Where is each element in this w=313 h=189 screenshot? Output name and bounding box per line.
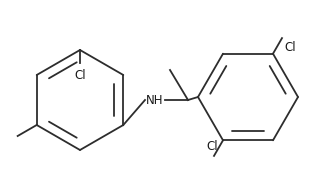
Text: NH: NH [146,94,164,106]
Text: Cl: Cl [284,41,295,54]
Text: Cl: Cl [74,69,86,82]
Text: Cl: Cl [206,140,218,153]
